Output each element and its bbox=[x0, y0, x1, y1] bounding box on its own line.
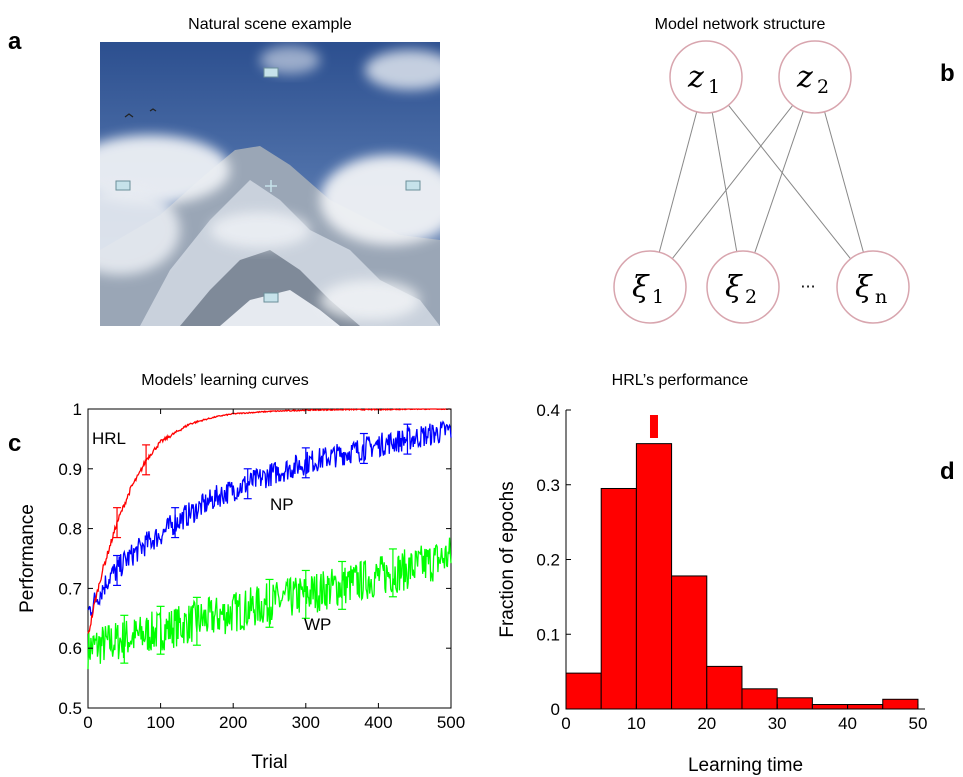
series-label-hrl: HRL bbox=[92, 429, 126, 448]
series-line-hrl bbox=[87, 408, 452, 634]
panel-a-title: Natural scene example bbox=[188, 16, 352, 33]
y-tick-label: 0.6 bbox=[58, 639, 82, 658]
error-bar-wp-7 bbox=[388, 548, 397, 598]
x-axis-label: Trial bbox=[251, 752, 287, 773]
error-bar-np-4 bbox=[301, 447, 310, 479]
error-bar-np-5 bbox=[359, 432, 368, 465]
error-bar-wp-2 bbox=[156, 605, 165, 655]
y-tick-label: 0.1 bbox=[536, 625, 560, 644]
histogram-bar bbox=[741, 688, 778, 710]
histogram-bar bbox=[600, 487, 637, 710]
x-axis-label: Learning time bbox=[688, 755, 803, 776]
x-tick-label: 100 bbox=[146, 713, 174, 732]
error-bar-np-2 bbox=[171, 507, 180, 539]
y-tick-label: 0.9 bbox=[58, 460, 82, 479]
panel-letter-a: a bbox=[8, 28, 22, 55]
x-tick-label: 10 bbox=[627, 714, 646, 733]
x-tick-label: 20 bbox=[697, 714, 716, 733]
x-tick-label: 0 bbox=[561, 714, 570, 733]
histogram-bar bbox=[776, 697, 813, 710]
error-bar-wp-1 bbox=[120, 614, 129, 664]
series-label-np: NP bbox=[270, 495, 294, 514]
x-tick-label: 50 bbox=[908, 714, 927, 733]
y-tick-label: 0.5 bbox=[58, 699, 82, 718]
histogram-bar bbox=[811, 704, 849, 710]
panel-letter-c: c bbox=[8, 430, 22, 457]
x-tick-label: 30 bbox=[768, 714, 787, 733]
series-line-np bbox=[87, 420, 452, 616]
x-tick-label: 500 bbox=[437, 713, 465, 732]
x-tick-label: 400 bbox=[364, 713, 392, 732]
y-tick-label: 0.7 bbox=[58, 579, 82, 598]
x-tick-label: 0 bbox=[83, 713, 92, 732]
x-tick-label: 40 bbox=[838, 714, 857, 733]
error-bar-wp-5 bbox=[301, 569, 310, 619]
error-bar-wp-4 bbox=[265, 578, 274, 628]
y-tick-label: 0.3 bbox=[536, 476, 560, 495]
panel-b-title: Model network structure bbox=[654, 16, 826, 33]
histogram-bar bbox=[706, 665, 743, 710]
histogram-bar bbox=[847, 704, 884, 710]
error-bar-hrl-1 bbox=[113, 507, 122, 539]
x-tick-label: 300 bbox=[292, 713, 320, 732]
y-tick-label: 0.4 bbox=[536, 401, 560, 420]
y-tick-label: 0.8 bbox=[58, 520, 82, 539]
mean-marker bbox=[649, 415, 658, 438]
y-tick-label: 0.2 bbox=[536, 551, 560, 570]
histogram-bar bbox=[565, 672, 602, 710]
y-axis-label: Performance bbox=[17, 504, 38, 613]
y-tick-label: 0 bbox=[551, 700, 560, 719]
error-bar-np-3 bbox=[243, 468, 252, 500]
error-bar-np-6 bbox=[403, 423, 412, 455]
x-tick-label: 200 bbox=[219, 713, 247, 732]
histogram-bar bbox=[635, 443, 673, 710]
error-bar-wp-6 bbox=[338, 560, 347, 610]
panel-d-title: HRL’s performance bbox=[611, 372, 749, 389]
series-label-wp: WP bbox=[304, 615, 331, 634]
error-bar-np-1 bbox=[113, 554, 122, 587]
histogram-bar bbox=[882, 698, 919, 710]
error-bar-hrl-2 bbox=[142, 444, 151, 476]
error-bar-wp-3 bbox=[192, 596, 201, 646]
panel-c-title: Models’ learning curves bbox=[141, 372, 309, 389]
panel-letter-d: d bbox=[940, 458, 955, 485]
panel-letter-b: b bbox=[940, 60, 955, 87]
histogram-bar bbox=[671, 575, 708, 710]
y-axis-label: Fraction of epochs bbox=[497, 481, 518, 637]
y-tick-label: 1 bbox=[73, 400, 82, 419]
